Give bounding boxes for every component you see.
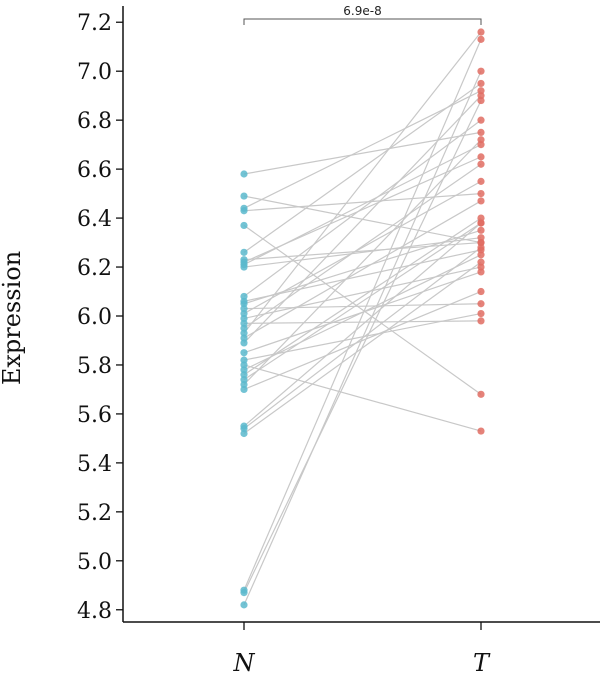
pair-line xyxy=(243,320,482,324)
point-t xyxy=(477,177,485,185)
point-n xyxy=(240,385,248,394)
pair-line xyxy=(243,200,482,339)
y-tick-label: 5.2 xyxy=(77,501,112,526)
point-n xyxy=(240,221,248,230)
point-n xyxy=(240,192,248,200)
points-t xyxy=(477,28,485,435)
pair-lines xyxy=(243,31,482,606)
pair-line xyxy=(243,241,482,261)
point-t xyxy=(477,226,485,234)
point-t xyxy=(477,67,485,75)
y-tick-label: 5.6 xyxy=(77,403,112,428)
pair-line xyxy=(243,180,482,315)
y-tick-label: 5.0 xyxy=(77,550,112,575)
pair-line xyxy=(243,364,482,432)
pair-line xyxy=(243,290,482,390)
y-tick-label: 6.6 xyxy=(77,158,112,183)
point-t xyxy=(477,35,485,43)
point-t xyxy=(477,234,485,242)
p-value-label: 6.9e-8 xyxy=(343,4,381,18)
pair-line xyxy=(243,95,482,344)
pair-line xyxy=(243,31,482,334)
point-t xyxy=(477,317,485,325)
pair-line xyxy=(243,222,482,381)
point-t xyxy=(477,96,485,105)
y-tick-label: 6.8 xyxy=(77,109,112,134)
y-tick-label: 6.4 xyxy=(77,207,112,232)
y-tick-label: 5.8 xyxy=(77,354,112,379)
point-t xyxy=(477,197,485,205)
point-n xyxy=(240,601,248,609)
pair-line xyxy=(243,217,482,376)
point-t xyxy=(477,190,485,198)
point-t xyxy=(477,28,485,36)
y-tick-label: 7.2 xyxy=(77,11,112,36)
y-tick-label: 7.0 xyxy=(77,60,112,85)
pair-line xyxy=(243,119,482,297)
pair-line xyxy=(243,82,482,253)
point-n xyxy=(240,429,248,438)
pair-line xyxy=(243,266,482,320)
pair-line xyxy=(243,131,482,175)
point-n xyxy=(240,207,248,215)
point-t xyxy=(477,243,485,252)
significance-bracket xyxy=(243,18,482,25)
pair-line xyxy=(243,224,482,395)
y-tick-label: 4.8 xyxy=(77,599,112,624)
pair-line xyxy=(243,139,482,385)
axes: 4.8 5.0 5.2 5.4 5.6 5.8 6.0 6.2 6.4 6.6 6.8 7.0 7.2 N… xyxy=(77,6,600,677)
x-tick-label-n: N xyxy=(233,649,256,677)
significance-annotation: 6.9e-8 xyxy=(243,4,482,25)
x-tick-label-t: T xyxy=(473,649,491,677)
pair-line xyxy=(243,100,482,593)
point-t xyxy=(477,79,485,88)
point-n xyxy=(240,589,248,597)
point-t xyxy=(477,136,485,144)
pair-line xyxy=(243,90,482,209)
point-t xyxy=(477,390,485,398)
point-t xyxy=(477,128,485,136)
y-tick-label: 6.0 xyxy=(77,305,112,330)
point-t xyxy=(477,160,485,168)
pair-line xyxy=(243,70,482,606)
point-t xyxy=(477,427,485,435)
point-t xyxy=(477,268,485,276)
y-tick-label: 5.4 xyxy=(77,452,112,477)
pair-line xyxy=(243,193,482,212)
point-t xyxy=(477,153,485,161)
point-n xyxy=(240,248,248,256)
point-n xyxy=(240,170,248,178)
y-axis-title: Expression xyxy=(0,251,26,385)
pair-line xyxy=(243,222,482,427)
pair-line xyxy=(243,39,482,591)
point-t xyxy=(477,309,485,318)
point-t xyxy=(477,116,485,124)
pair-line xyxy=(243,144,482,266)
point-t xyxy=(477,287,485,296)
point-t xyxy=(477,251,485,259)
pair-line xyxy=(243,303,482,310)
point-n xyxy=(240,349,248,357)
pair-line xyxy=(243,249,482,302)
point-t xyxy=(477,300,485,308)
point-t xyxy=(477,219,485,227)
point-n xyxy=(240,263,248,271)
point-t xyxy=(477,258,485,266)
points-n xyxy=(240,170,248,609)
pair-line xyxy=(243,254,482,371)
y-tick-label: 6.2 xyxy=(77,256,112,281)
point-n xyxy=(240,339,248,347)
